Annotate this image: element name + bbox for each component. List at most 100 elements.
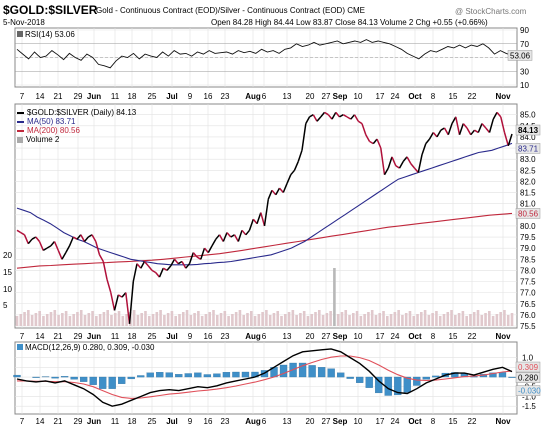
price-line-segment xyxy=(256,212,262,224)
volume-bar xyxy=(147,316,151,326)
volume-bar xyxy=(159,310,162,326)
volume-tick-label: 10 xyxy=(3,285,12,294)
macd-histogram-bar xyxy=(137,375,145,378)
volume-bar xyxy=(189,315,193,326)
price-line-segment xyxy=(361,123,367,135)
volume-bar xyxy=(367,312,370,326)
price-tick-label: 82.5 xyxy=(520,166,536,175)
price-line-segment xyxy=(331,112,337,120)
x-tick-label-top: Sep xyxy=(333,92,348,101)
macd-histogram-bar xyxy=(51,376,59,379)
ma50-line xyxy=(16,142,513,266)
volume-bar xyxy=(291,310,295,326)
macd-histogram-bar xyxy=(365,376,373,388)
macd-histogram-bar xyxy=(118,376,126,384)
volume-bar xyxy=(268,315,272,326)
price-line-segment xyxy=(297,150,303,162)
price-line-segment xyxy=(324,111,329,116)
volume-bar xyxy=(438,316,442,326)
price-line-segment xyxy=(339,114,344,118)
price-line-segment xyxy=(91,234,97,242)
price-line-segment xyxy=(233,234,239,242)
volume-bar xyxy=(53,310,57,326)
price-line-segment xyxy=(151,269,157,274)
price-line-segment xyxy=(215,234,221,240)
price-tick-label: 79.5 xyxy=(520,233,536,242)
macd-histogram-bar xyxy=(508,376,516,378)
volume-bar xyxy=(378,313,382,326)
macd-histogram-bar xyxy=(489,372,497,378)
price-line-segment xyxy=(372,138,378,145)
volume-bar xyxy=(151,314,155,326)
x-tick-label-top: 18 xyxy=(128,92,137,101)
x-tick-label-bottom: 23 xyxy=(221,417,230,426)
price-tick-label: 75.5 xyxy=(520,322,536,331)
x-tick-label-bottom: 15 xyxy=(449,417,458,426)
price-line-segment xyxy=(413,167,419,173)
x-tick-label-mid: 24 xyxy=(391,332,400,341)
volume-bar xyxy=(64,311,68,326)
volume-bar xyxy=(344,310,348,326)
volume-bar xyxy=(491,316,495,326)
price-line-segment xyxy=(305,116,311,124)
volume-tick-label: 20 xyxy=(3,251,12,260)
volume-bar xyxy=(215,315,219,326)
price-line-segment xyxy=(147,265,153,271)
x-tick-label-bottom: 27 xyxy=(322,417,331,426)
price-line-segment xyxy=(117,294,123,298)
price-line-segment xyxy=(301,123,307,151)
volume-bar xyxy=(370,310,374,326)
price-line-segment xyxy=(335,111,341,118)
price-line-segment xyxy=(432,132,438,138)
price-line-segment xyxy=(406,156,412,164)
volume-bar xyxy=(382,311,385,326)
volume-bar xyxy=(329,311,332,326)
volume-bar xyxy=(95,316,98,326)
volume-bar xyxy=(480,315,484,326)
macd-value-label: 0.280 xyxy=(518,374,539,383)
legend-volume: Volume 2 xyxy=(17,135,136,144)
price-line-segment xyxy=(128,281,135,324)
price-line-segment xyxy=(410,163,416,169)
price-line-segment xyxy=(155,272,161,278)
price-line-segment xyxy=(263,199,270,227)
x-tick-label-bottom: 13 xyxy=(283,417,292,426)
macd-histogram-bar xyxy=(60,376,69,378)
price-tick-label: 81.0 xyxy=(520,200,536,209)
x-tick-label-bottom: Jun xyxy=(87,417,101,426)
x-tick-label-mid: 8 xyxy=(431,332,436,341)
volume-bar xyxy=(416,314,419,326)
macd-value-box xyxy=(515,385,541,396)
volume-bar xyxy=(276,311,280,326)
macd-histogram-bar xyxy=(79,376,88,382)
x-tick-label-bottom: 29 xyxy=(74,417,83,426)
volume-bar xyxy=(242,315,246,326)
price-line-segment xyxy=(53,241,59,251)
price-line-segment xyxy=(353,114,359,122)
price-line-segment xyxy=(68,236,74,247)
x-tick-label-mid: 11 xyxy=(111,332,120,341)
macd-value-label: -0.030 xyxy=(518,387,541,396)
macd-histogram-bar xyxy=(70,376,78,380)
volume-bar xyxy=(488,311,491,326)
x-tick-label-mid: 10 xyxy=(354,332,363,341)
macd-line xyxy=(16,348,513,407)
x-tick-label-mid: 13 xyxy=(283,332,292,341)
volume-bar xyxy=(389,314,393,326)
volume-bar xyxy=(295,315,298,326)
price-line-segment xyxy=(346,116,352,120)
volume-bar xyxy=(499,312,502,326)
price-line-segment xyxy=(61,252,67,260)
price-tick-label: 85.0 xyxy=(520,111,536,120)
volume-bar xyxy=(408,311,412,326)
volume-bar xyxy=(110,315,113,326)
x-tick-label-bottom: 21 xyxy=(54,417,63,426)
price-tick-label: 76.0 xyxy=(520,311,536,320)
volume-bar xyxy=(132,310,136,326)
macd-histogram-bar xyxy=(32,376,40,378)
price-tick-label: 82.0 xyxy=(520,177,536,186)
rsi-tick-label: 90 xyxy=(520,26,529,35)
volume-bar xyxy=(431,313,434,326)
volume-bar xyxy=(374,315,378,326)
x-tick-label-mid: 14 xyxy=(36,332,45,341)
